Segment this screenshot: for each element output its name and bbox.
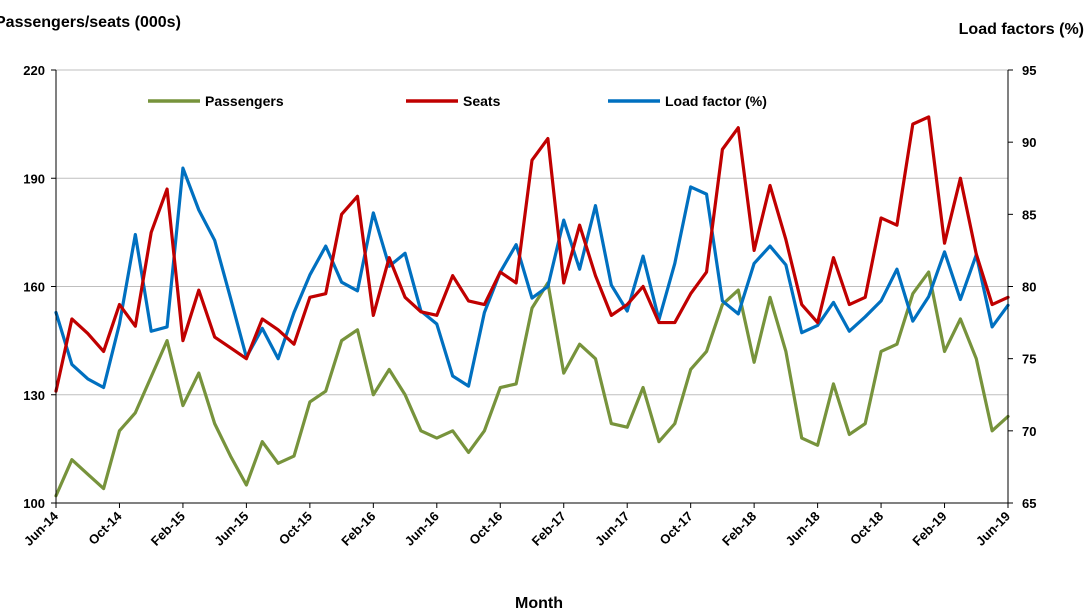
legend: Passengers Seats Load factor (%) xyxy=(148,93,767,109)
right-tick-label: 90 xyxy=(1022,135,1036,150)
right-tick-label: 75 xyxy=(1022,352,1036,367)
x-tick-label: Feb-15 xyxy=(148,509,188,549)
axes: 100 130 160 190 220 65 70 75 80 85 90 95 Jun-14 Oct-1… xyxy=(21,63,1037,549)
gridlines xyxy=(56,69,1008,396)
right-axis-title: Load factors (%) xyxy=(959,21,1084,38)
series-line-passengers xyxy=(54,270,1010,498)
x-tick-label: Oct-14 xyxy=(85,508,125,548)
legend-item-passengers: Passengers xyxy=(148,93,284,109)
x-tick-label: Jun-14 xyxy=(21,508,62,549)
x-tick-label: Feb-18 xyxy=(719,509,759,549)
left-axis-title: Passengers/seats (000s) xyxy=(0,14,181,31)
left-tick-label: 190 xyxy=(23,171,45,186)
x-tick-label: Oct-18 xyxy=(847,509,886,548)
series-line-seats xyxy=(54,115,1010,393)
x-axis-title: Month xyxy=(515,595,563,610)
right-tick-label: 65 xyxy=(1022,496,1036,511)
x-tick-label: Feb-16 xyxy=(338,509,378,549)
right-tick-label: 80 xyxy=(1022,280,1036,295)
legend-label-seats: Seats xyxy=(463,93,501,109)
legend-label-passengers: Passengers xyxy=(205,93,284,109)
right-tick-label: 95 xyxy=(1022,63,1036,78)
legend-item-load-factor: Load factor (%) xyxy=(608,93,767,109)
x-tick-label: Jun-15 xyxy=(211,509,251,549)
left-tick-label: 160 xyxy=(23,280,45,295)
x-tick-label: Feb-17 xyxy=(529,509,569,549)
x-tick-label: Oct-16 xyxy=(466,509,505,548)
x-tick-label: Feb-19 xyxy=(909,509,949,549)
legend-item-seats: Seats xyxy=(406,93,501,109)
left-tick-label: 220 xyxy=(23,63,45,78)
x-tick-label: Jun-18 xyxy=(782,509,822,549)
series-lines xyxy=(54,115,1010,498)
left-tick-label: 100 xyxy=(23,496,45,511)
x-tick-label: Oct-15 xyxy=(276,509,315,548)
series-line-load-factor xyxy=(54,166,1010,390)
x-tick-label: Jun-16 xyxy=(402,509,442,549)
x-tick-label: Jun-17 xyxy=(592,509,632,549)
right-tick-label: 85 xyxy=(1022,207,1036,222)
legend-label-load-factor: Load factor (%) xyxy=(665,93,767,109)
right-tick-label: 70 xyxy=(1022,424,1036,439)
x-tick-label: Jun-19 xyxy=(973,509,1013,549)
x-tick-label: Oct-17 xyxy=(657,509,696,548)
left-tick-label: 130 xyxy=(23,388,45,403)
